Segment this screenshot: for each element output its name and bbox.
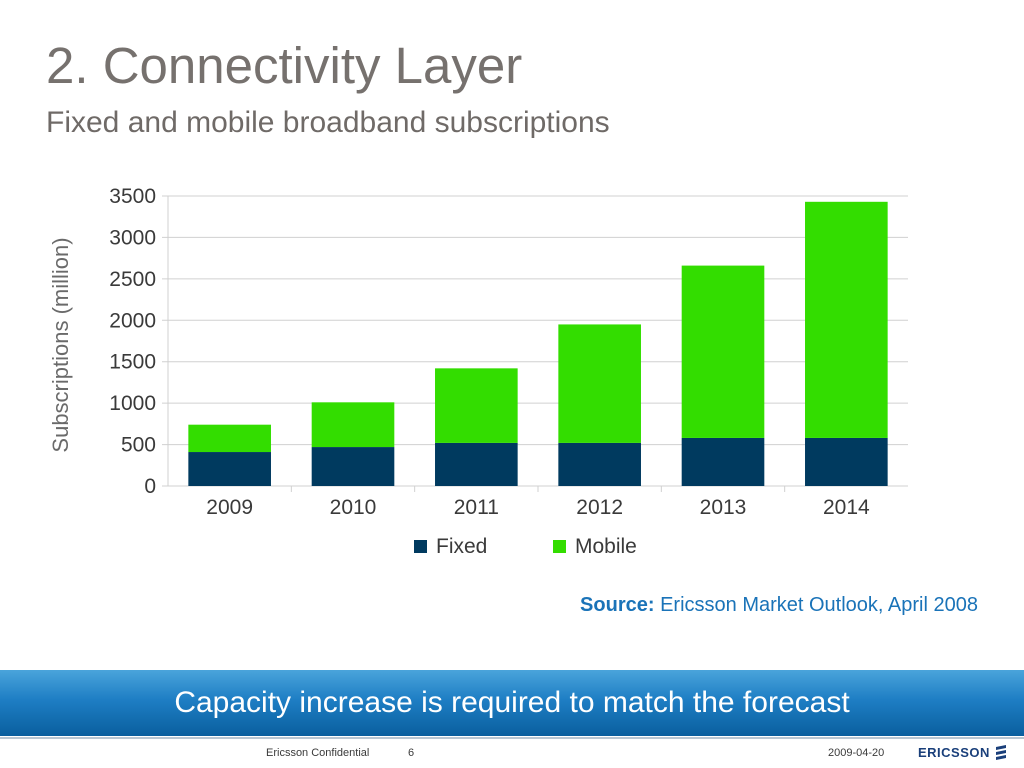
chart-legend: Fixed Mobile <box>414 535 637 558</box>
source-note: Source: Ericsson Market Outlook, April 2… <box>580 594 978 617</box>
source-label: Source: <box>580 594 655 616</box>
ericsson-logo: ERICSSON <box>918 742 1008 762</box>
y-tick-label: 3500 <box>109 185 156 208</box>
source-text: Ericsson Market Outlook, April 2008 <box>654 594 978 616</box>
y-tick-label: 1500 <box>109 351 156 374</box>
bar-mobile-2012 <box>558 324 641 443</box>
bar-fixed-2011 <box>435 442 518 486</box>
slide-subtitle: Fixed and mobile broadband subscriptions <box>46 106 610 139</box>
x-tick-label: 2012 <box>576 496 623 519</box>
footer-date: 2009-04-20 <box>828 747 885 759</box>
y-axis-ticks: 0 500 1000 1500 2000 2500 3000 3500 <box>109 185 156 498</box>
stacked-bar-chart: 0 500 1000 1500 2000 2500 3000 3500 2009 2010 201… <box>48 185 908 558</box>
bar-mobile-2010 <box>311 402 395 448</box>
x-tick-label: 2014 <box>823 496 870 519</box>
y-tick-label: 500 <box>121 434 156 457</box>
bar-fixed-2013 <box>681 437 765 486</box>
bar-fixed-2010 <box>311 447 395 486</box>
legend-swatch-fixed <box>414 540 427 553</box>
bar-mobile-2011 <box>435 368 518 443</box>
bar-mobile-2013 <box>681 265 765 438</box>
legend-label-mobile: Mobile <box>575 535 637 558</box>
y-tick-label: 2000 <box>109 309 156 332</box>
bar-mobile-2009 <box>188 424 271 453</box>
bar-fixed-2014 <box>805 437 888 486</box>
y-tick-label: 1000 <box>109 392 156 415</box>
footer-confidential: Ericsson Confidential <box>266 747 370 759</box>
logo-wordmark: ERICSSON <box>918 744 990 760</box>
y-tick-label: 3000 <box>109 226 156 249</box>
legend-label-fixed: Fixed <box>436 535 487 558</box>
bar-fixed-2012 <box>558 442 641 486</box>
footer-divider <box>0 737 1024 739</box>
x-tick-label: 2011 <box>454 496 499 519</box>
y-tick-label: 2500 <box>109 268 156 291</box>
conclusion-banner: Capacity increase is required to match t… <box>0 670 1024 736</box>
chart-gridlines <box>162 195 908 487</box>
y-axis-title: Subscriptions (million) <box>48 237 73 452</box>
footer-page-number: 6 <box>408 747 415 759</box>
x-tick-label: 2013 <box>700 496 747 519</box>
legend-swatch-mobile <box>553 540 566 553</box>
ericsson-logo-icon <box>995 745 1006 760</box>
x-axis-ticks: 2009 2010 2011 2012 2013 2014 <box>206 486 870 519</box>
slide-title: 2. Connectivity Layer <box>46 37 523 94</box>
chart-bars <box>188 201 888 486</box>
y-tick-label: 0 <box>144 475 156 498</box>
x-tick-label: 2009 <box>206 496 253 519</box>
bar-fixed-2009 <box>188 452 271 486</box>
x-tick-label: 2010 <box>330 496 377 519</box>
bar-mobile-2014 <box>805 201 888 438</box>
